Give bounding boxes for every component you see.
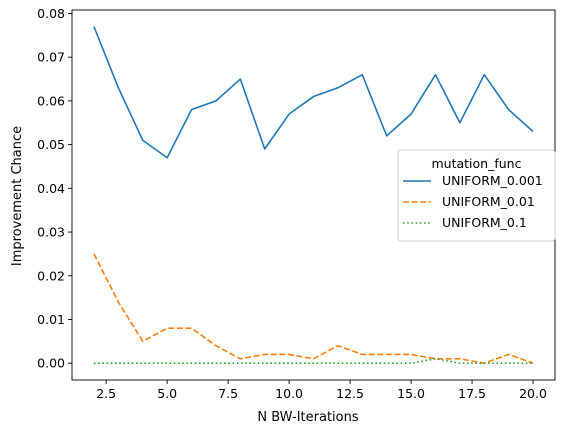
y-tick-label: 0.04: [37, 181, 65, 196]
y-tick-label: 0.02: [37, 268, 65, 283]
x-tick-label: 15.0: [397, 386, 425, 401]
legend-title: mutation_func: [432, 156, 522, 171]
x-tick-label: 2.5: [96, 386, 116, 401]
legend-label-2: UNIFORM_0.01: [442, 194, 535, 209]
series-line-3: [93, 357, 534, 364]
x-tick-label: 5.0: [157, 386, 177, 401]
x-axis-label: N BW-Iterations: [257, 410, 358, 425]
x-tick-label: 20.0: [519, 386, 547, 401]
y-tick-label: 0.00: [37, 356, 65, 371]
y-tick-label: 0.03: [37, 225, 65, 240]
x-tick-label: 12.5: [336, 386, 364, 401]
series-line-2: [93, 253, 534, 364]
plot-area: [93, 26, 534, 364]
y-tick-label: 0.07: [37, 50, 65, 65]
y-tick-label: 0.05: [37, 137, 65, 152]
y-tick-label: 0.06: [37, 93, 65, 108]
y-tick-label: 0.01: [37, 312, 65, 327]
x-tick-label: 10.0: [275, 386, 303, 401]
legend-frame: [397, 149, 556, 242]
axes: 2.5 5.0 7.5 10.0 12.5 15.0 17.5 20.0 0.00 0.01 0.0…: [37, 6, 556, 401]
legend: mutation_func UNIFORM_0.001 UNIFORM_0.01 U…: [397, 149, 556, 242]
x-tick-label: 17.5: [458, 386, 486, 401]
x-tick-label: 7.5: [218, 386, 238, 401]
legend-label-1: UNIFORM_0.001: [442, 173, 543, 188]
y-tick-label: 0.08: [37, 6, 65, 21]
legend-label-3: UNIFORM_0.1: [442, 215, 527, 230]
y-axis-label: Improvement Chance: [10, 126, 25, 266]
series-line-1: [93, 26, 534, 159]
